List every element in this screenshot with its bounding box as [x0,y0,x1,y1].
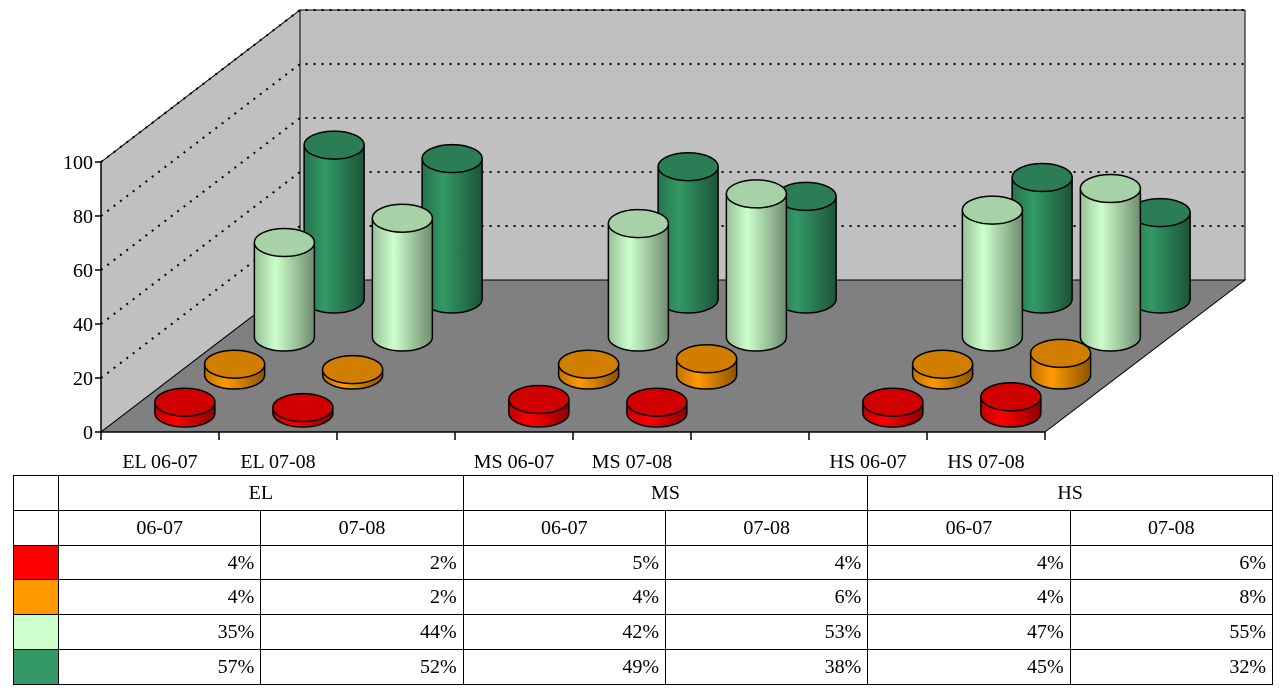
group-header: HS [867,475,1273,511]
table-cell: 47% [867,614,1071,651]
bar [1029,338,1092,390]
table-cell: 2% [260,544,464,581]
table-cell: 42% [462,614,666,651]
bar [154,387,216,428]
gridline [100,117,1245,271]
bar [272,392,334,428]
table-cell: 6% [664,579,869,616]
table-cell: 38% [664,649,869,685]
table-cell: 4% [867,579,1071,616]
bar [1079,173,1142,352]
gridline [100,63,1245,217]
group-header: MS [462,475,869,511]
bar [980,382,1042,428]
table-cell: 55% [1069,614,1274,651]
corner-cell [13,475,59,511]
period-header: 06-07 [57,509,262,546]
table-cell: 4% [57,579,262,616]
bar [911,349,974,390]
corner-cell [13,509,59,546]
table-cell: 8% [1069,579,1274,616]
y-tick-label: 0 [83,422,93,444]
table-cell: 35% [57,614,262,651]
y-tick-labels: 0 20 40 60 80 100 [63,152,93,444]
table-cell: 4% [57,544,262,581]
table-row: 4% 2% 4% 6% 4% 8% [13,579,1274,616]
y-tick-label: 20 [73,368,93,390]
x-tick-label: MS 06-07 [474,451,555,470]
period-header: 06-07 [867,509,1071,546]
bar [321,354,384,390]
bar [303,130,365,314]
table-row: 57% 52% 49% 38% 45% 32% [13,649,1274,685]
bar [725,179,788,352]
bar-chart-3d: 0 20 40 60 80 100 EL 06-07 EL 07-08 MS 06-07 MS … [63,8,1247,470]
bar [203,349,266,390]
bar [961,195,1024,352]
table-cell: 44% [260,614,464,651]
bar [862,387,924,428]
bar [557,349,620,390]
data-table: EL MS HS 06-07 07-08 06-07 07-08 06-07 0… [13,475,1274,685]
table-cell: 2% [260,579,464,616]
table-cell: 4% [664,544,869,581]
table-cell: 57% [57,649,262,685]
period-header: 06-07 [462,509,666,546]
table-cell: 4% [462,579,666,616]
y-tick-label: 80 [73,206,93,228]
bar [253,227,316,352]
axes [95,161,1046,440]
table-row: 35% 44% 42% 53% 47% 55% [13,614,1274,651]
table-cell: 5% [462,544,666,581]
period-header: 07-08 [664,509,869,546]
table-row: 4% 2% 5% 4% 4% 6% [13,544,1274,581]
gridline [100,225,1245,379]
period-header: 07-08 [1069,509,1274,546]
legend-swatch [13,579,59,616]
table-group-row: EL MS HS [13,475,1273,511]
x-tick-label: MS 07-08 [592,451,673,470]
table-cell: 49% [462,649,666,685]
y-tick-label: 60 [73,260,93,282]
gridline [100,171,1245,325]
x-tick-label: EL 06-07 [122,451,197,470]
legend-swatch [13,649,59,685]
x-tick-labels: EL 06-07 EL 07-08 MS 06-07 MS 07-08 HS 06-07… [122,451,1024,470]
table-cell: 45% [867,649,1071,685]
group-header: EL [58,475,464,511]
table-cell: 53% [664,614,869,651]
y-tick-label: 40 [73,314,93,336]
bar [675,344,738,390]
table-cell: 32% [1069,649,1274,685]
gridlines [100,9,1245,379]
y-tick-label: 100 [63,152,93,174]
gridline [100,9,1245,163]
table-cell: 52% [260,649,464,685]
table-cell: 6% [1069,544,1274,581]
legend-swatch [13,614,59,651]
table-period-row: 06-07 07-08 06-07 07-08 06-07 07-08 [13,509,1274,546]
bar [607,208,670,352]
bar [371,203,434,352]
x-tick-label: HS 06-07 [829,451,906,470]
table-cell: 4% [867,544,1071,581]
legend-swatch [13,544,59,581]
bar [626,387,688,428]
period-header: 07-08 [260,509,464,546]
bar [508,384,570,428]
x-tick-label: EL 07-08 [240,451,315,470]
bar-marks [154,130,1191,428]
x-tick-label: HS 07-08 [947,451,1024,470]
